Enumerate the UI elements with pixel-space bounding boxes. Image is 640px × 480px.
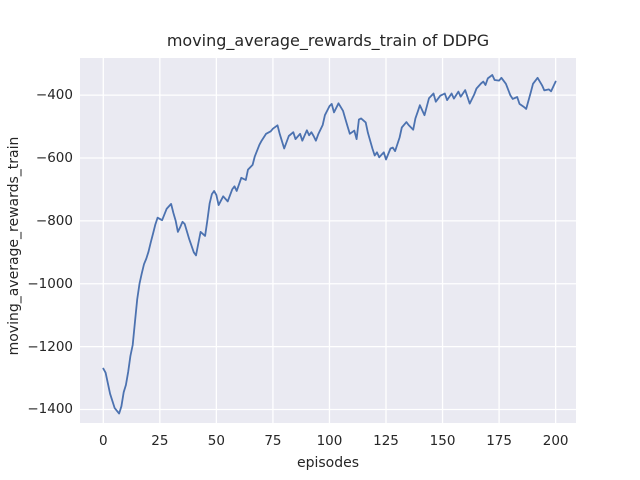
x-tick-label: 25	[151, 433, 169, 449]
x-tick-label: 175	[486, 433, 512, 449]
x-axis-label: episodes	[296, 455, 360, 471]
y-tick-label: −400	[35, 87, 73, 104]
y-tick-label: −600	[35, 149, 73, 166]
plot-area	[80, 58, 576, 423]
y-tick-label: −1400	[27, 401, 73, 418]
x-tick-label: 0	[98, 433, 108, 449]
x-tick-label: 150	[429, 433, 456, 449]
chart-title: moving_average_rewards_train of DDPG	[166, 31, 490, 50]
axes-background	[80, 58, 576, 423]
x-tick-label: 200	[542, 433, 569, 449]
x-tick-label: 75	[264, 433, 282, 449]
y-tick-label: −1000	[27, 275, 73, 292]
line-chart	[80, 58, 576, 423]
y-axis-label: moving_average_rewards_train	[6, 136, 22, 356]
x-tick-label: 125	[373, 433, 399, 449]
x-tick-label: 50	[207, 433, 225, 449]
y-tick-label: −800	[35, 212, 73, 229]
y-tick-label: −1200	[27, 338, 73, 355]
series-line-moving_average_rewards_train	[102, 74, 557, 415]
x-tick-label: 100	[316, 433, 343, 449]
